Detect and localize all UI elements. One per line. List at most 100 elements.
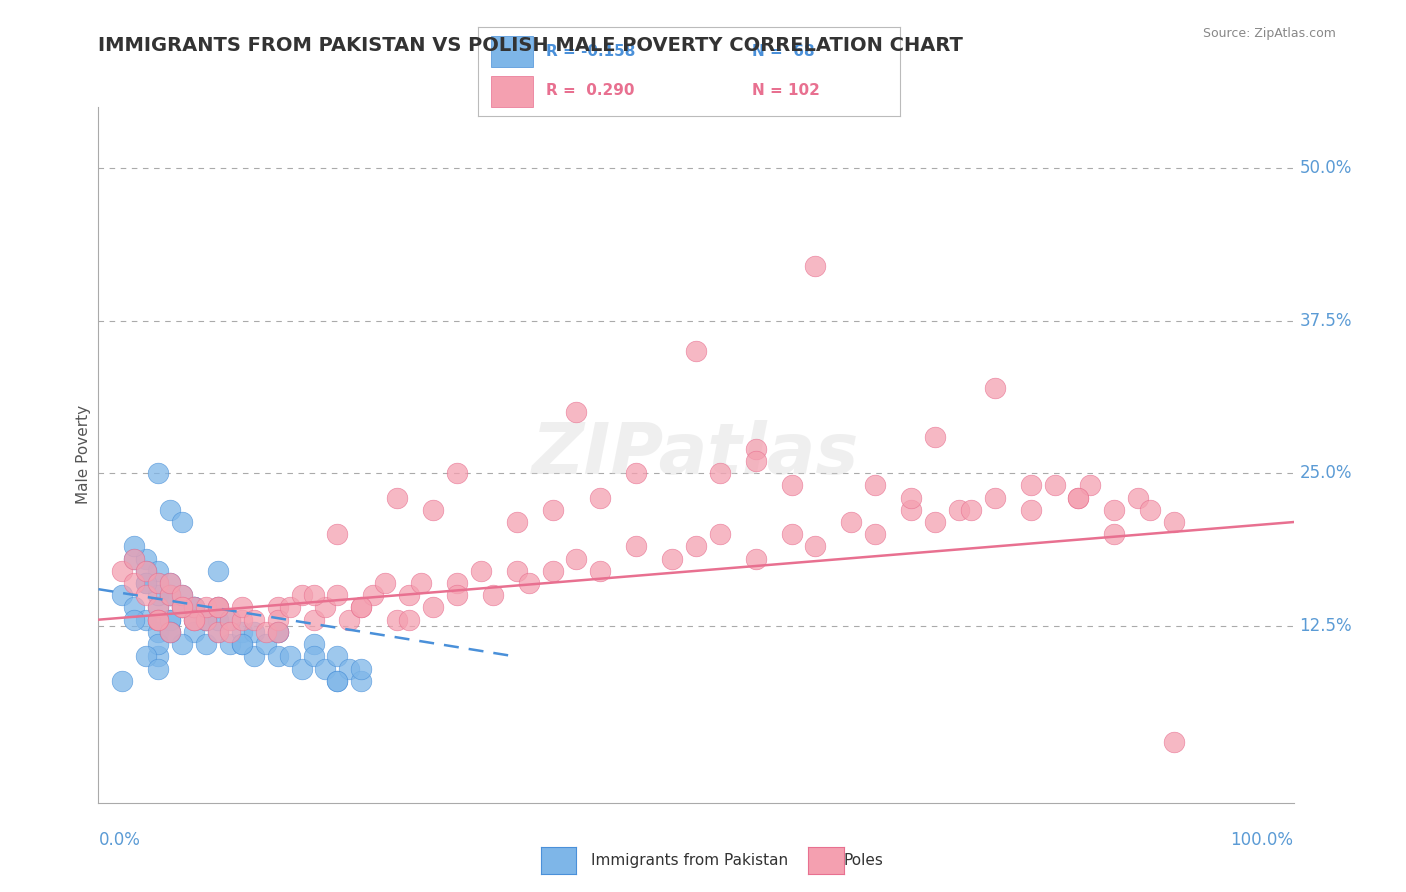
Point <box>541 564 564 578</box>
Point <box>470 564 492 578</box>
Point <box>254 637 277 651</box>
Point <box>350 661 373 675</box>
Point <box>254 624 277 639</box>
Point <box>685 344 707 359</box>
Point <box>231 613 253 627</box>
Point <box>219 613 242 627</box>
Text: Poles: Poles <box>844 854 883 868</box>
Point <box>481 588 505 602</box>
Text: 100.0%: 100.0% <box>1230 830 1294 848</box>
Point <box>541 503 564 517</box>
Point <box>135 613 157 627</box>
Point <box>302 637 325 651</box>
Point <box>1102 527 1125 541</box>
Point <box>1019 478 1042 492</box>
Point <box>159 588 181 602</box>
Point <box>565 405 588 419</box>
Point <box>517 576 540 591</box>
Point <box>135 588 157 602</box>
Point <box>148 661 170 675</box>
Point <box>148 624 170 639</box>
Point <box>194 613 217 627</box>
Point <box>172 600 194 615</box>
Point <box>302 649 325 664</box>
Point <box>326 649 349 664</box>
Point <box>385 613 409 627</box>
Point <box>148 467 170 481</box>
Point <box>267 613 290 627</box>
Point <box>589 491 612 505</box>
Point <box>219 624 242 639</box>
Point <box>231 637 253 651</box>
Point <box>231 624 253 639</box>
Point <box>959 503 981 517</box>
Point <box>745 551 768 566</box>
Text: 0.0%: 0.0% <box>98 830 141 848</box>
Point <box>135 551 157 566</box>
Text: 12.5%: 12.5% <box>1299 616 1353 635</box>
Point <box>350 673 373 688</box>
Point <box>924 429 946 443</box>
Point <box>159 576 181 591</box>
Point <box>124 613 146 627</box>
Point <box>278 600 301 615</box>
Point <box>159 613 181 627</box>
Point <box>1043 478 1066 492</box>
Point <box>446 576 468 591</box>
Bar <box>491 76 533 107</box>
Point <box>350 600 373 615</box>
Point <box>350 600 373 615</box>
Point <box>326 673 349 688</box>
Y-axis label: Male Poverty: Male Poverty <box>76 405 91 505</box>
Point <box>148 600 170 615</box>
Point <box>135 576 157 591</box>
Point <box>159 624 181 639</box>
Point <box>148 637 170 651</box>
Point <box>1163 735 1185 749</box>
Text: R =  0.290: R = 0.290 <box>546 84 634 98</box>
Point <box>148 613 170 627</box>
Point <box>780 527 803 541</box>
Text: N =  68: N = 68 <box>752 45 815 59</box>
Point <box>172 588 194 602</box>
Point <box>863 527 886 541</box>
Point <box>124 551 146 566</box>
Point <box>219 637 242 651</box>
Point <box>135 649 157 664</box>
Point <box>385 491 409 505</box>
Point <box>302 588 325 602</box>
Point <box>183 600 205 615</box>
Point <box>135 564 157 578</box>
Point <box>207 600 229 615</box>
Point <box>124 576 146 591</box>
Point <box>183 600 205 615</box>
Point <box>172 588 194 602</box>
Point <box>267 624 290 639</box>
Point <box>326 527 349 541</box>
Point <box>315 661 337 675</box>
Point <box>231 637 253 651</box>
Point <box>159 576 181 591</box>
Point <box>1080 478 1102 492</box>
Point <box>183 624 205 639</box>
Point <box>172 600 194 615</box>
Point <box>172 600 194 615</box>
Point <box>124 540 146 554</box>
Text: 25.0%: 25.0% <box>1299 464 1353 483</box>
Point <box>135 576 157 591</box>
Point <box>207 600 229 615</box>
Point <box>159 503 181 517</box>
Point <box>124 551 146 566</box>
Point <box>183 600 205 615</box>
Point <box>745 442 768 456</box>
Point <box>207 564 229 578</box>
Point <box>148 649 170 664</box>
Point <box>1102 503 1125 517</box>
Point <box>194 613 217 627</box>
Point <box>446 588 468 602</box>
Point <box>948 503 970 517</box>
Text: Source: ZipAtlas.com: Source: ZipAtlas.com <box>1202 27 1336 40</box>
Point <box>243 613 266 627</box>
Point <box>924 515 946 529</box>
Text: N = 102: N = 102 <box>752 84 820 98</box>
